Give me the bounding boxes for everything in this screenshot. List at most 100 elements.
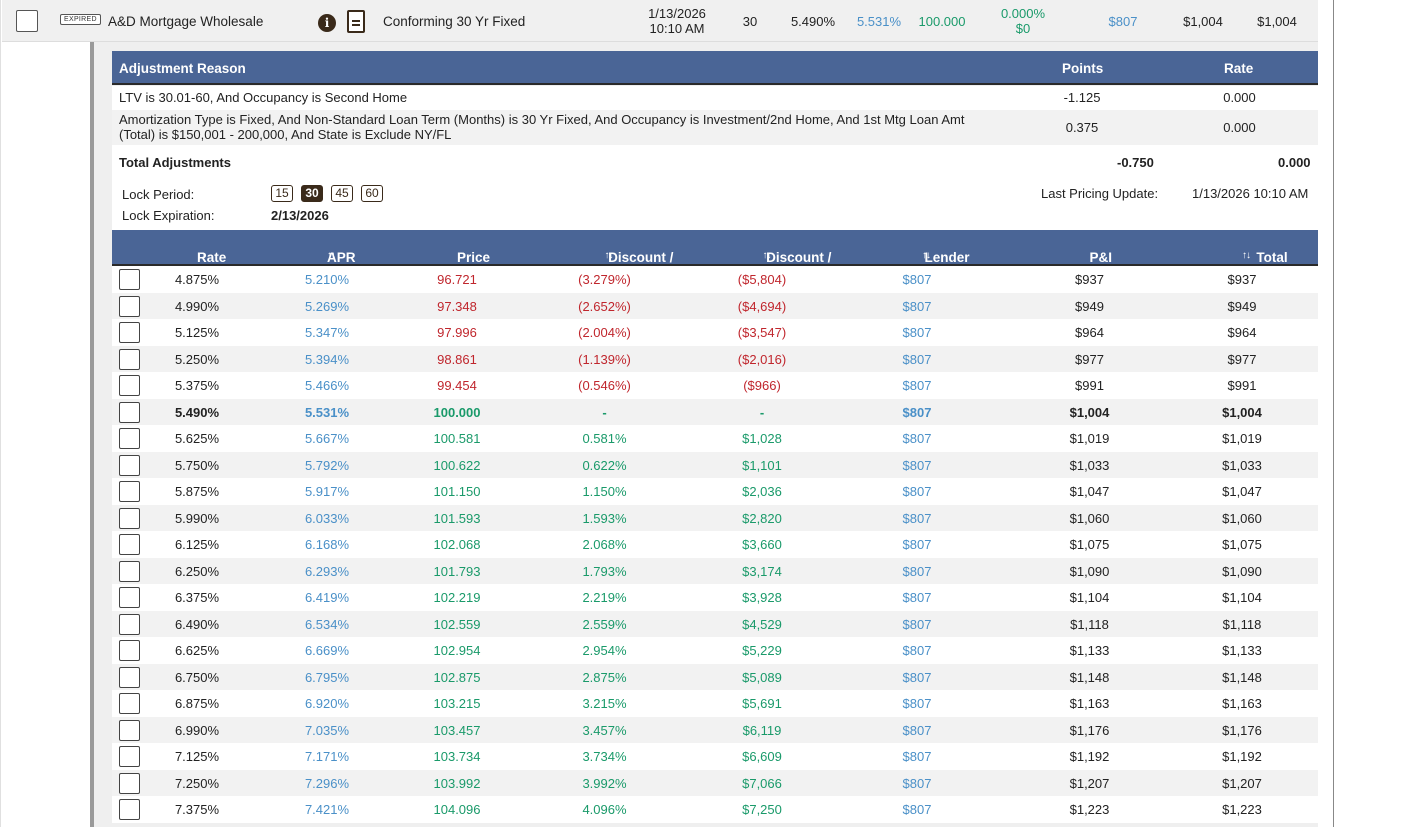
select-rate-checkbox[interactable] [119, 534, 140, 555]
select-rate-checkbox[interactable] [119, 375, 140, 396]
rate-cell: 6.250% [174, 563, 220, 579]
select-rate-checkbox[interactable] [119, 481, 140, 502]
select-rate-checkbox[interactable] [119, 269, 140, 290]
select-rate-checkbox[interactable] [119, 428, 140, 449]
lender-result-row[interactable]: EXPIRED A&D Mortgage Wholesale i Conform… [2, 0, 1318, 42]
lender-fees-cell[interactable]: $807 [902, 510, 932, 526]
document-icon[interactable] [347, 10, 365, 33]
lock-period-60[interactable]: 60 [361, 185, 383, 202]
select-rate-checkbox[interactable] [119, 613, 140, 635]
table-row[interactable]: 6.990% 7.035% 103.457 3.457% $6,119 $807 $1,17… [112, 716, 1318, 743]
select-rate-checkbox[interactable] [119, 719, 140, 741]
sort-arrows-icon: ↑↓ [1242, 250, 1251, 261]
table-row[interactable]: 5.990% 6.033% 101.593 1.593% $2,820 $807 $1,06… [112, 504, 1318, 531]
lender-fees-cell[interactable]: $807 [902, 590, 932, 605]
price-cell: 100.622 [433, 457, 481, 473]
summary-rate: 5.490% [790, 14, 836, 29]
table-row[interactable]: 5.875% 5.917% 101.150 1.150% $2,036 $807 $1,04… [112, 478, 1318, 505]
select-rate-checkbox[interactable] [119, 507, 140, 529]
rate-header-label: Rate [197, 250, 227, 265]
select-rate-checkbox[interactable] [119, 693, 140, 714]
price-cell: 99.454 [437, 378, 477, 393]
lender-fees-cell[interactable]: $807 [902, 378, 932, 393]
table-row[interactable]: 6.375% 6.419% 102.219 2.219% $3,928 $807 $1,10… [112, 584, 1318, 611]
table-row[interactable]: 5.125% 5.347% 97.996 (2.004%) ($3,547) $807 $9… [112, 319, 1318, 346]
discount-pct-cell: 0.581% [582, 431, 627, 446]
table-row[interactable]: 5.250% 5.394% 98.861 (1.139%) ($2,016) $807 $9… [112, 345, 1318, 372]
lender-fees-cell[interactable]: $807 [902, 802, 932, 817]
select-rate-checkbox[interactable] [119, 746, 140, 767]
lender-fees-cell[interactable]: $807 [902, 325, 932, 340]
rate-cell: 5.125% [174, 325, 220, 340]
lender-fees-cell[interactable]: $807 [902, 643, 932, 658]
lender-fees-cell[interactable]: $807 [902, 298, 932, 314]
select-rate-checkbox[interactable] [119, 401, 140, 423]
table-row[interactable]: 6.875% 6.920% 103.215 3.215% $5,691 $807 $1,16… [112, 690, 1318, 717]
table-row[interactable]: 4.875% 5.210% 96.721 (3.279%) ($5,804) $807 $9… [112, 266, 1318, 293]
apr-cell: 5.394% [304, 351, 350, 367]
table-row[interactable]: 5.625% 5.667% 100.581 0.581% $1,028 $807 $1,01… [112, 425, 1318, 452]
price-cell: 102.954 [433, 643, 481, 658]
lock-period-15[interactable]: 15 [271, 185, 293, 202]
select-rate-checkbox[interactable] [119, 295, 140, 317]
sort-arrows-icon: ↑↓ [457, 250, 466, 261]
table-row[interactable]: 7.125% 7.171% 103.734 3.734% $6,609 $807 $1,19… [112, 743, 1318, 770]
lender-fees-cell[interactable]: $807 [902, 563, 932, 579]
pricing-date: 1/13/2026 10:10 AM [632, 6, 722, 36]
total-payment-cell: $1,004 [1222, 404, 1262, 420]
select-rate-checkbox[interactable] [119, 322, 140, 343]
lock-period-45[interactable]: 45 [331, 185, 353, 202]
table-row[interactable]: 4.990% 5.269% 97.348 (2.652%) ($4,694) $807 $9… [112, 292, 1318, 319]
adjustment-row: Amortization Type is Fixed, And Non-Stan… [112, 110, 1318, 145]
select-lender-checkbox[interactable] [16, 10, 38, 32]
select-rate-checkbox[interactable] [119, 454, 140, 476]
lender-fees-cell[interactable]: $807 [902, 537, 932, 552]
lender-fees-cell[interactable]: $807 [902, 722, 932, 738]
select-rate-checkbox[interactable] [119, 560, 140, 582]
select-rate-checkbox[interactable] [119, 640, 140, 661]
rate-table-body: 4.875% 5.210% 96.721 (3.279%) ($5,804) $807 $9… [112, 266, 1318, 823]
table-row[interactable]: 5.750% 5.792% 100.622 0.622% $1,101 $807 $1,03… [112, 451, 1318, 478]
discount-dollars-cell: ($966) [743, 378, 781, 393]
lender-fees-cell[interactable]: $807 [902, 431, 932, 446]
adjustment-row: LTV is 30.01-60, And Occupancy is Second… [112, 86, 1318, 110]
select-rate-checkbox[interactable] [119, 666, 140, 688]
lender-fees-cell[interactable]: $807 [902, 775, 932, 791]
table-row[interactable]: 5.375% 5.466% 99.454 (0.546%) ($966) $807 $991… [112, 372, 1318, 399]
table-row[interactable]: 7.375% 7.421% 104.096 4.096% $7,250 $807 $1,22… [112, 796, 1318, 823]
table-row[interactable]: 6.750% 6.795% 102.875 2.875% $5,089 $807 $1,14… [112, 663, 1318, 690]
price-cell: 100.000 [433, 404, 481, 420]
total-adjustments-points: -0.750 [1117, 155, 1154, 170]
lender-fees-cell[interactable]: $807 [902, 404, 932, 420]
price-cell: 103.992 [433, 775, 481, 791]
lender-fees-cell[interactable]: $807 [902, 484, 932, 499]
select-rate-checkbox[interactable] [119, 348, 140, 370]
table-row[interactable]: 6.250% 6.293% 101.793 1.793% $3,174 $807 $1,09… [112, 557, 1318, 584]
table-row[interactable]: 6.490% 6.534% 102.559 2.559% $4,529 $807 $1,11… [112, 610, 1318, 637]
discount-pct-cell: 2.954% [582, 643, 627, 658]
adjustment-rate-header: Rate [1224, 61, 1254, 76]
select-rate-checkbox[interactable] [119, 587, 140, 608]
discount-dollars-cell: $4,529 [742, 616, 782, 632]
apr-cell: 7.035% [304, 722, 350, 738]
lender-fees-cell[interactable]: $807 [902, 351, 932, 367]
adjustments-header: Adjustment Reason Points Rate [112, 51, 1318, 85]
total-payment-cell: $1,033 [1222, 457, 1262, 473]
price-cell: 98.861 [437, 351, 477, 367]
lender-fees-cell[interactable]: $807 [902, 669, 932, 685]
lender-fees-cell[interactable]: $807 [902, 749, 932, 764]
table-row[interactable]: 5.490% 5.531% 100.000 - - $807 $1,004 $1,004 [112, 398, 1318, 425]
lock-period-30[interactable]: 30 [301, 185, 323, 202]
summary-discount-pct: 0.000% [1000, 6, 1046, 21]
select-rate-checkbox[interactable] [119, 799, 140, 820]
lender-fees-cell[interactable]: $807 [902, 457, 932, 473]
table-row[interactable]: 7.250% 7.296% 103.992 3.992% $7,066 $807 $1,20… [112, 769, 1318, 796]
info-icon[interactable]: i [318, 14, 336, 32]
lender-fees-cell[interactable]: $807 [902, 696, 932, 711]
lender-fees-cell[interactable]: $807 [902, 616, 932, 632]
select-rate-checkbox[interactable] [119, 772, 140, 794]
table-row[interactable]: 6.125% 6.168% 102.068 2.068% $3,660 $807 $1,07… [112, 531, 1318, 558]
table-row[interactable]: 6.625% 6.669% 102.954 2.954% $5,229 $807 $1,13… [112, 637, 1318, 664]
summary-lender-fees[interactable]: $807 [1108, 14, 1138, 29]
lender-fees-cell[interactable]: $807 [902, 272, 932, 287]
